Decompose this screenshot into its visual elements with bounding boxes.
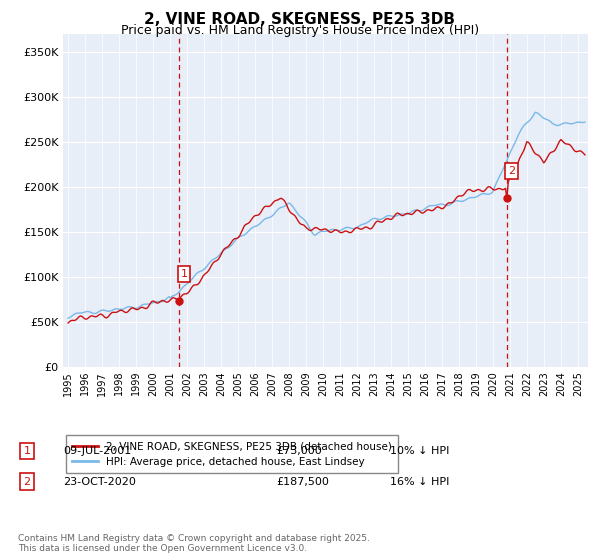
Text: 2, VINE ROAD, SKEGNESS, PE25 3DB: 2, VINE ROAD, SKEGNESS, PE25 3DB xyxy=(145,12,455,27)
Text: 1: 1 xyxy=(181,269,187,279)
Text: 23-OCT-2020: 23-OCT-2020 xyxy=(63,477,136,487)
Text: 09-JUL-2001: 09-JUL-2001 xyxy=(63,446,131,456)
Legend: 2, VINE ROAD, SKEGNESS, PE25 3DB (detached house), HPI: Average price, detached : 2, VINE ROAD, SKEGNESS, PE25 3DB (detach… xyxy=(65,435,398,473)
Text: 10% ↓ HPI: 10% ↓ HPI xyxy=(390,446,449,456)
Text: 16% ↓ HPI: 16% ↓ HPI xyxy=(390,477,449,487)
Text: Price paid vs. HM Land Registry's House Price Index (HPI): Price paid vs. HM Land Registry's House … xyxy=(121,24,479,37)
Text: 1: 1 xyxy=(23,446,31,456)
Text: 2: 2 xyxy=(23,477,31,487)
Text: £187,500: £187,500 xyxy=(276,477,329,487)
Text: £73,000: £73,000 xyxy=(276,446,322,456)
Text: Contains HM Land Registry data © Crown copyright and database right 2025.
This d: Contains HM Land Registry data © Crown c… xyxy=(18,534,370,553)
Text: 2: 2 xyxy=(508,166,515,176)
